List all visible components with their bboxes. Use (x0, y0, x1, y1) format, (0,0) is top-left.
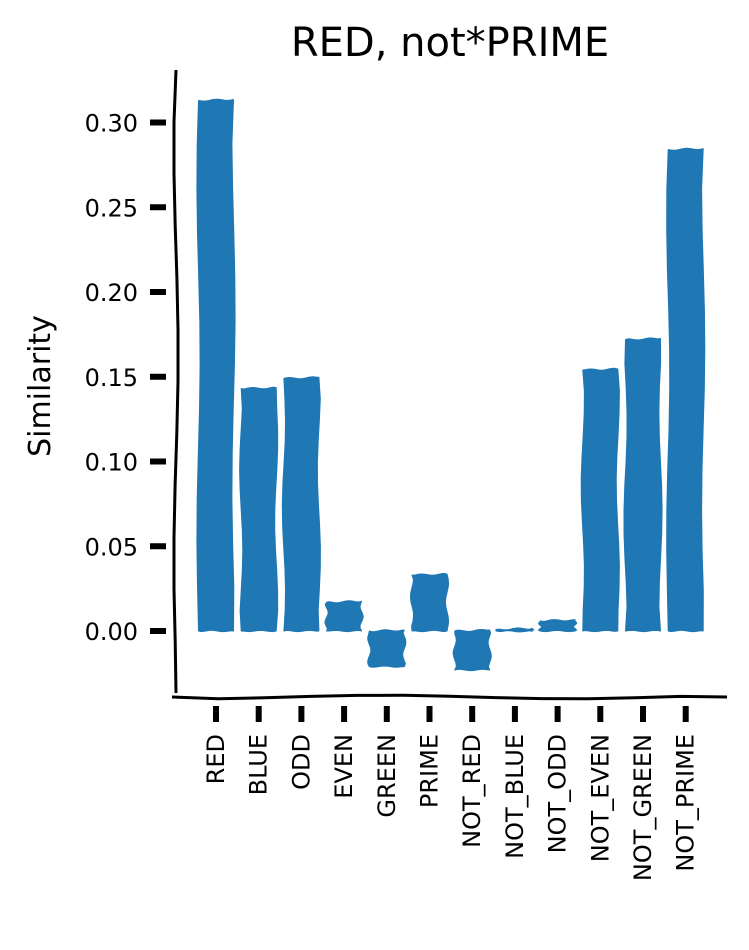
y-tick-label: 0.10 (85, 449, 138, 477)
x-tick-label: NOT_PRIME (672, 734, 700, 872)
chart-title: RED, not*PRIME (291, 20, 609, 66)
y-axis-line (172, 69, 180, 694)
bar-green (367, 629, 407, 668)
x-tick-label: RED (202, 734, 230, 784)
y-axis: 0.00 0.05 0.10 0.15 0.20 0.25 0.30 (85, 69, 180, 694)
y-tick-label: 0.20 (85, 279, 138, 307)
x-tick-label: NOT_RED (458, 734, 486, 848)
x-tick-label: ODD (287, 734, 315, 790)
bar-prime (410, 572, 450, 633)
y-tick-label: 0.15 (85, 364, 138, 392)
x-tick-label: EVEN (330, 734, 358, 799)
y-tick-label: 0.25 (85, 194, 138, 222)
y-axis-label: Similarity (23, 315, 58, 457)
x-tick-label: NOT_ODD (544, 734, 572, 853)
bar-not-odd (538, 619, 578, 633)
x-tick-label: PRIME (416, 734, 444, 808)
x-tick-label: GREEN (373, 734, 401, 818)
y-tick-label: 0.05 (85, 533, 138, 561)
bar-not-prime (666, 147, 706, 633)
bar-blue (239, 386, 279, 633)
bar-not-green (623, 337, 663, 633)
bars (196, 98, 706, 672)
x-tick-label: NOT_EVEN (586, 734, 614, 862)
y-tick-label: 0.30 (85, 110, 138, 138)
bar-not-blue (495, 627, 535, 633)
bar-not-red (452, 629, 492, 672)
x-tick-label: NOT_GREEN (629, 734, 657, 881)
x-tick-label: NOT_BLUE (501, 734, 529, 859)
bar-red (196, 98, 236, 633)
y-tick-label: 0.00 (85, 618, 138, 646)
x-tick-label: BLUE (245, 734, 273, 795)
bar-even (324, 600, 364, 633)
bar-not-even (580, 367, 620, 633)
x-axis: RED BLUE ODD EVEN GREEN PRIME NOT_RED NOT_BLUE N… (171, 693, 728, 881)
x-axis-line (171, 693, 728, 701)
bar-odd (281, 376, 321, 633)
